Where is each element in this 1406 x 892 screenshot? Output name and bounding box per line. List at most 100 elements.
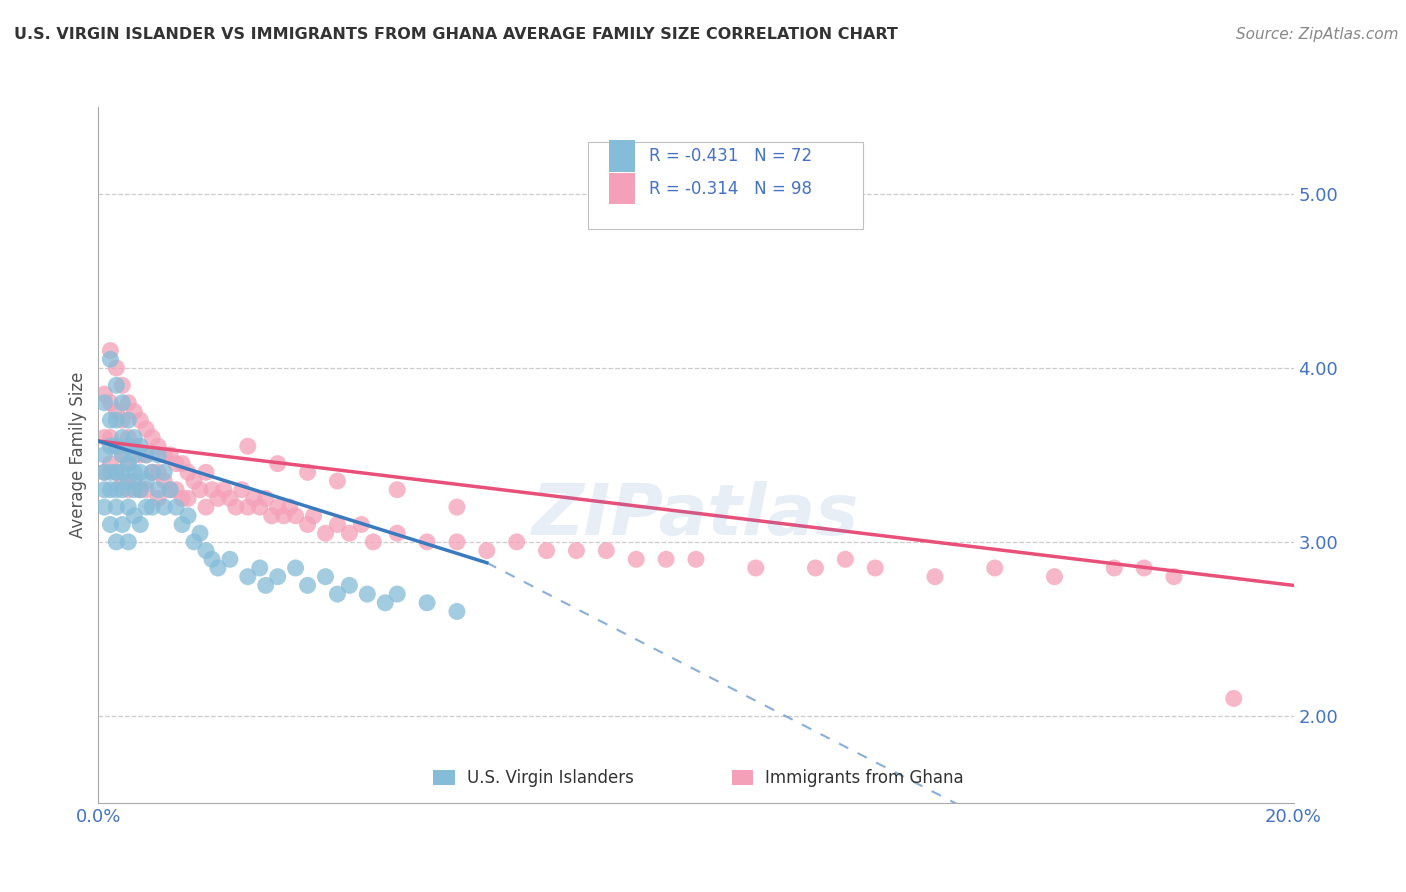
Point — [98, 430, 122, 444]
Point — [236, 439, 259, 453]
Point — [111, 466, 134, 480]
Point — [254, 578, 277, 592]
FancyBboxPatch shape — [589, 142, 863, 229]
Point — [105, 378, 128, 392]
Point — [129, 466, 152, 480]
Point — [111, 448, 134, 462]
Point — [1163, 570, 1185, 584]
Point — [93, 483, 115, 497]
Text: Immigrants from Ghana: Immigrants from Ghana — [765, 769, 965, 787]
Point — [105, 413, 128, 427]
Point — [111, 413, 134, 427]
Point — [177, 508, 200, 523]
Point — [111, 483, 134, 497]
Point — [117, 483, 139, 497]
Point — [129, 517, 152, 532]
Point — [111, 448, 134, 462]
Point — [177, 491, 200, 506]
Text: R = -0.431   N = 72: R = -0.431 N = 72 — [650, 147, 813, 165]
Point — [267, 570, 290, 584]
Point — [148, 439, 170, 453]
Point — [141, 430, 163, 444]
Point — [172, 457, 194, 471]
Point — [135, 483, 157, 497]
Point — [297, 466, 319, 480]
Point — [195, 543, 218, 558]
Point — [1133, 561, 1156, 575]
Point — [98, 413, 122, 427]
Point — [135, 448, 157, 462]
Point — [249, 561, 271, 575]
Point — [165, 457, 187, 471]
Point — [117, 457, 139, 471]
Point — [105, 360, 128, 375]
Point — [626, 552, 648, 566]
Point — [129, 483, 152, 497]
Point — [117, 534, 139, 549]
Point — [117, 413, 139, 427]
Point — [117, 395, 139, 409]
Point — [225, 500, 247, 514]
Point — [98, 517, 122, 532]
Point — [153, 500, 176, 514]
Point — [111, 430, 134, 444]
Point — [284, 508, 307, 523]
Point — [98, 343, 122, 358]
Point — [315, 570, 337, 584]
Point — [93, 500, 115, 514]
Point — [98, 352, 122, 367]
Point — [93, 395, 115, 409]
Point — [260, 508, 283, 523]
Point — [536, 543, 558, 558]
Point — [297, 578, 319, 592]
Point — [129, 413, 152, 427]
Point — [1104, 561, 1126, 575]
Point — [105, 404, 128, 418]
Point — [249, 500, 271, 514]
Point — [124, 430, 146, 444]
Point — [105, 439, 128, 453]
Text: R = -0.314   N = 98: R = -0.314 N = 98 — [650, 180, 813, 198]
Point — [446, 534, 468, 549]
Point — [93, 466, 115, 480]
Point — [124, 474, 146, 488]
Point — [350, 517, 373, 532]
Point — [153, 466, 176, 480]
Point — [111, 378, 134, 392]
Point — [159, 483, 181, 497]
Bar — [433, 770, 454, 786]
Point — [924, 570, 946, 584]
Point — [984, 561, 1007, 575]
Point — [207, 561, 229, 575]
Point — [93, 430, 115, 444]
Text: Source: ZipAtlas.com: Source: ZipAtlas.com — [1236, 27, 1399, 42]
Point — [135, 422, 157, 436]
Point — [834, 552, 856, 566]
Point — [339, 578, 361, 592]
Point — [273, 508, 295, 523]
Point — [105, 534, 128, 549]
Point — [195, 466, 218, 480]
Point — [267, 500, 290, 514]
Point — [117, 457, 139, 471]
Point — [183, 474, 205, 488]
Point — [129, 483, 152, 497]
Point — [105, 466, 128, 480]
Point — [93, 466, 115, 480]
Point — [297, 517, 319, 532]
Point — [267, 457, 290, 471]
Point — [231, 483, 253, 497]
Point — [117, 500, 139, 514]
Point — [326, 587, 349, 601]
Point — [1043, 570, 1066, 584]
Point — [385, 587, 409, 601]
Point — [177, 466, 200, 480]
Point — [117, 474, 139, 488]
Point — [141, 500, 163, 514]
Point — [201, 483, 224, 497]
Point — [183, 534, 205, 549]
Point — [326, 517, 349, 532]
Point — [685, 552, 707, 566]
Point — [159, 448, 181, 462]
Point — [595, 543, 617, 558]
